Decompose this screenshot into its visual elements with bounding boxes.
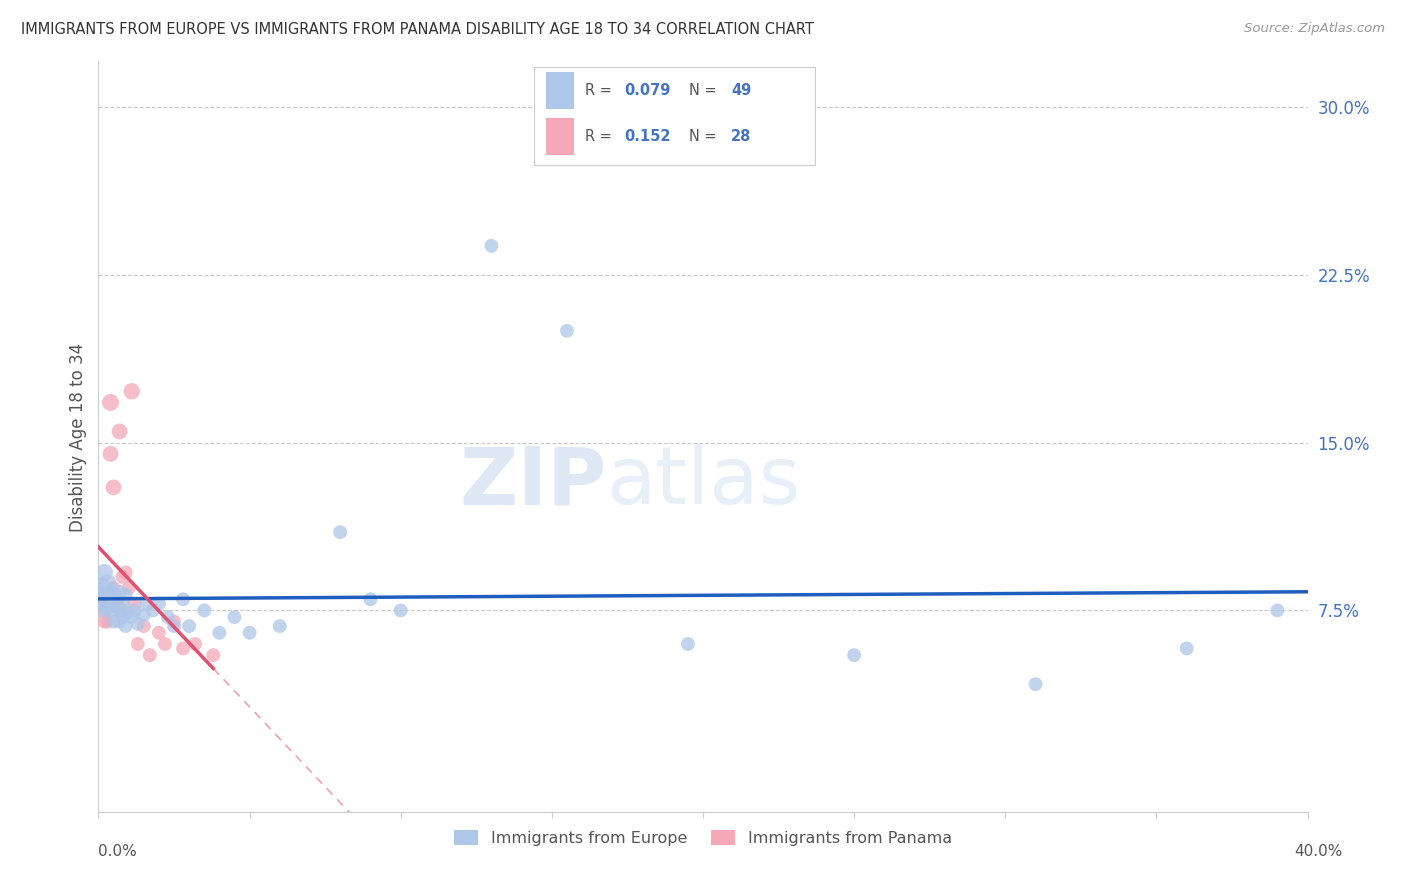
Point [127,637,149,651]
Point [114,566,136,580]
Point [96,592,118,607]
Point [90,581,112,595]
Point [269,619,291,633]
Text: 0.0%: 0.0% [98,845,138,859]
Point [179,619,201,633]
Point [172,641,194,656]
Point [100,447,122,461]
Point [90,588,112,602]
Point [389,603,412,617]
Point [103,588,125,602]
Point [111,570,134,584]
Point [329,525,352,540]
Point [93,603,115,617]
Point [103,480,125,494]
Point [105,599,128,613]
Point [111,597,134,611]
Point [676,637,699,651]
Text: atlas: atlas [606,443,800,521]
Point [142,603,165,617]
Text: ZIP: ZIP [458,443,606,521]
Point [103,603,125,617]
Point [118,606,141,620]
Point [1024,677,1046,691]
Point [202,648,225,662]
Point [184,637,207,651]
Point [148,597,170,611]
Point [90,603,112,617]
Point [360,592,382,607]
Point [124,597,146,611]
Point [163,619,186,633]
Point [193,603,215,617]
Point [111,603,134,617]
Point [100,585,122,599]
Text: R =: R = [585,129,616,145]
Point [105,597,128,611]
Point [103,615,125,629]
Bar [546,118,574,155]
Point [1175,641,1198,656]
Point [163,615,186,629]
Point [239,625,262,640]
Y-axis label: Disability Age 18 to 34: Disability Age 18 to 34 [69,343,87,532]
Point [1267,603,1289,617]
Text: N =: N = [689,129,721,145]
Text: 0.152: 0.152 [624,129,671,145]
Text: 28: 28 [731,129,751,145]
Text: 0.079: 0.079 [624,83,671,98]
Point [108,425,131,439]
Point [555,324,578,338]
Text: 49: 49 [731,83,751,98]
Text: 40.0%: 40.0% [1295,845,1343,859]
Point [100,594,122,608]
Point [100,395,122,409]
Point [481,239,503,253]
Bar [546,72,574,109]
Point [124,603,146,617]
Point [121,610,143,624]
Point [108,603,131,617]
Point [96,576,118,591]
Point [111,610,134,624]
Text: IMMIGRANTS FROM EUROPE VS IMMIGRANTS FROM PANAMA DISABILITY AGE 18 TO 34 CORRELA: IMMIGRANTS FROM EUROPE VS IMMIGRANTS FRO… [21,22,814,37]
Point [153,637,176,651]
Point [844,648,866,662]
Text: Source: ZipAtlas.com: Source: ZipAtlas.com [1244,22,1385,36]
Point [93,615,115,629]
Point [132,607,155,622]
Point [96,615,118,629]
Point [108,585,131,599]
Point [127,616,149,631]
Point [114,588,136,602]
Point [172,592,194,607]
Point [96,601,118,615]
Point [105,592,128,607]
Point [114,619,136,633]
Point [93,588,115,602]
Point [148,625,170,640]
Point [90,592,112,607]
Point [103,581,125,595]
Point [156,610,179,624]
Legend: Immigrants from Europe, Immigrants from Panama: Immigrants from Europe, Immigrants from … [447,824,959,853]
Point [135,597,157,611]
Point [93,597,115,611]
Point [224,610,246,624]
Point [118,581,141,595]
Point [96,588,118,602]
Point [132,619,155,633]
Text: R =: R = [585,83,616,98]
Point [108,615,131,629]
Point [208,625,231,640]
Point [105,599,128,613]
Text: N =: N = [689,83,721,98]
Point [139,648,162,662]
Point [93,566,115,580]
Point [121,384,143,399]
